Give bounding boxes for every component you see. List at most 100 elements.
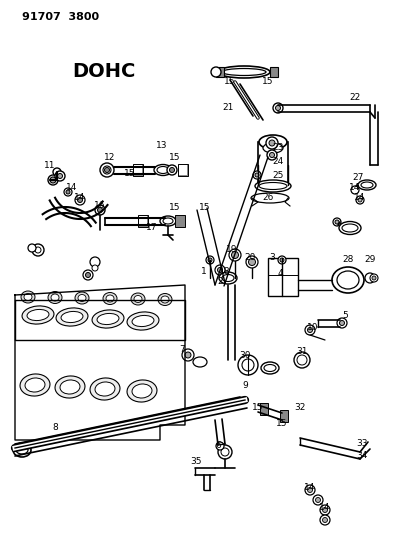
Circle shape bbox=[372, 276, 376, 280]
Circle shape bbox=[215, 265, 225, 275]
Circle shape bbox=[322, 507, 328, 513]
Text: 4: 4 bbox=[277, 270, 283, 279]
Text: 29: 29 bbox=[364, 255, 376, 264]
Ellipse shape bbox=[222, 274, 234, 281]
Text: 18: 18 bbox=[219, 268, 231, 277]
Text: 3: 3 bbox=[269, 254, 275, 262]
Text: 15: 15 bbox=[169, 204, 181, 213]
Text: 19: 19 bbox=[226, 246, 238, 254]
Circle shape bbox=[218, 445, 232, 459]
Ellipse shape bbox=[251, 193, 289, 203]
Ellipse shape bbox=[161, 296, 169, 303]
Text: 15: 15 bbox=[252, 403, 264, 413]
Circle shape bbox=[50, 177, 56, 183]
Circle shape bbox=[305, 485, 315, 495]
Circle shape bbox=[273, 103, 283, 113]
Circle shape bbox=[351, 186, 359, 194]
Circle shape bbox=[206, 256, 214, 264]
Ellipse shape bbox=[132, 384, 152, 398]
Ellipse shape bbox=[160, 216, 176, 226]
Text: 6: 6 bbox=[215, 440, 221, 449]
Ellipse shape bbox=[92, 310, 124, 328]
Text: 15: 15 bbox=[124, 169, 136, 179]
Ellipse shape bbox=[219, 272, 237, 284]
Bar bbox=[175, 215, 185, 227]
Bar bbox=[268, 258, 298, 296]
Text: 10: 10 bbox=[307, 322, 319, 332]
Bar bbox=[138, 215, 148, 227]
Circle shape bbox=[78, 198, 82, 203]
Circle shape bbox=[305, 325, 315, 335]
Circle shape bbox=[100, 163, 114, 177]
Text: 15: 15 bbox=[199, 204, 211, 213]
Polygon shape bbox=[15, 285, 185, 440]
Ellipse shape bbox=[222, 69, 266, 76]
Bar bbox=[258, 142, 288, 187]
Ellipse shape bbox=[27, 310, 49, 320]
Ellipse shape bbox=[51, 294, 59, 301]
Text: 15: 15 bbox=[276, 418, 288, 427]
Text: 14: 14 bbox=[319, 503, 331, 512]
Text: 1: 1 bbox=[201, 268, 207, 277]
Ellipse shape bbox=[158, 294, 172, 305]
Circle shape bbox=[266, 137, 278, 149]
Ellipse shape bbox=[61, 311, 83, 322]
Circle shape bbox=[278, 256, 286, 264]
Ellipse shape bbox=[21, 291, 35, 303]
Circle shape bbox=[320, 515, 330, 525]
Ellipse shape bbox=[16, 446, 28, 454]
Ellipse shape bbox=[127, 312, 159, 330]
Circle shape bbox=[337, 318, 347, 328]
Text: 8: 8 bbox=[52, 424, 58, 432]
Text: 20: 20 bbox=[244, 254, 256, 262]
Circle shape bbox=[57, 174, 62, 179]
Text: 31: 31 bbox=[296, 348, 308, 357]
Circle shape bbox=[103, 166, 111, 174]
Text: 14: 14 bbox=[74, 193, 86, 203]
Bar bbox=[216, 67, 224, 77]
Circle shape bbox=[297, 355, 307, 365]
Bar bbox=[260, 403, 268, 415]
Text: 22: 22 bbox=[349, 93, 361, 102]
Text: 15: 15 bbox=[224, 77, 236, 86]
Circle shape bbox=[167, 165, 177, 175]
Circle shape bbox=[211, 67, 221, 77]
Ellipse shape bbox=[339, 222, 361, 235]
Text: 15: 15 bbox=[262, 77, 274, 86]
Circle shape bbox=[280, 258, 284, 262]
Text: 13: 13 bbox=[156, 141, 168, 149]
Bar bbox=[178, 164, 188, 176]
Circle shape bbox=[232, 252, 238, 259]
Bar bbox=[280, 410, 288, 422]
Ellipse shape bbox=[60, 380, 80, 394]
Circle shape bbox=[335, 220, 339, 224]
Ellipse shape bbox=[154, 165, 172, 175]
Text: 23: 23 bbox=[272, 143, 284, 152]
Circle shape bbox=[55, 171, 65, 181]
Circle shape bbox=[170, 167, 174, 173]
Ellipse shape bbox=[78, 295, 86, 302]
Circle shape bbox=[221, 448, 229, 456]
Ellipse shape bbox=[13, 443, 31, 457]
Ellipse shape bbox=[193, 357, 207, 367]
Text: 14: 14 bbox=[66, 183, 78, 192]
Circle shape bbox=[185, 352, 191, 358]
Ellipse shape bbox=[337, 271, 359, 289]
Circle shape bbox=[313, 495, 323, 505]
Text: 28: 28 bbox=[342, 255, 354, 264]
Ellipse shape bbox=[95, 382, 115, 396]
Ellipse shape bbox=[24, 294, 32, 301]
Ellipse shape bbox=[20, 374, 50, 396]
Text: 33: 33 bbox=[356, 440, 368, 448]
Circle shape bbox=[75, 195, 85, 205]
Text: DOHC: DOHC bbox=[72, 62, 135, 81]
Circle shape bbox=[316, 497, 320, 503]
Text: 14: 14 bbox=[349, 183, 361, 192]
Ellipse shape bbox=[106, 295, 114, 302]
Circle shape bbox=[267, 150, 277, 160]
Ellipse shape bbox=[103, 293, 117, 304]
Text: 14: 14 bbox=[304, 482, 316, 491]
Text: 5: 5 bbox=[342, 311, 348, 319]
Circle shape bbox=[370, 274, 378, 282]
Circle shape bbox=[66, 190, 70, 194]
